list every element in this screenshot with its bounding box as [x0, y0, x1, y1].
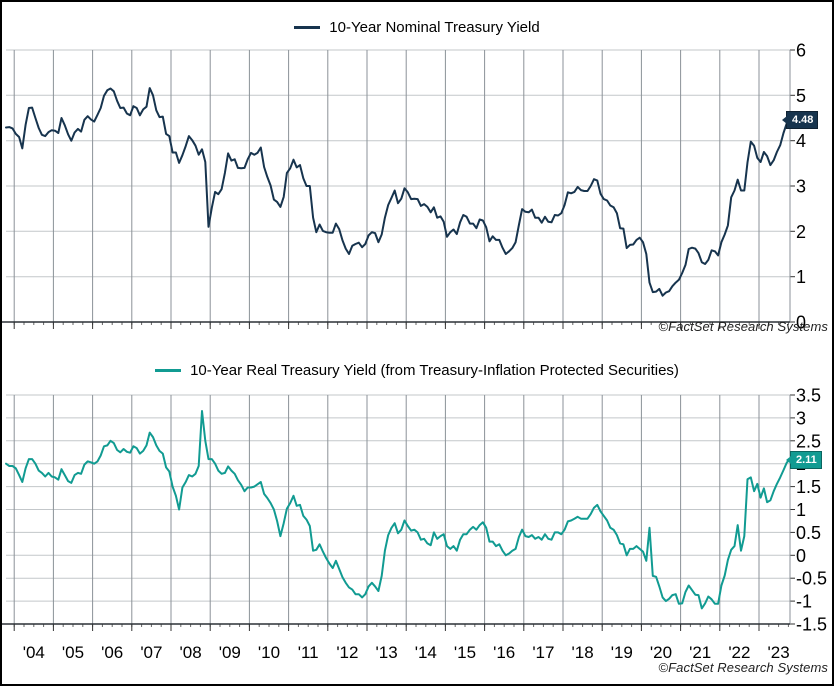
svg-text:'13: '13 — [376, 643, 398, 662]
legend-nominal-label: 10-Year Nominal Treasury Yield — [329, 18, 540, 36]
svg-text:'12: '12 — [336, 643, 358, 662]
svg-text:-1.5: -1.5 — [796, 615, 827, 635]
svg-text:3.5: 3.5 — [796, 386, 821, 406]
svg-text:5: 5 — [796, 86, 806, 106]
svg-text:'11: '11 — [298, 643, 319, 662]
svg-text:0: 0 — [796, 546, 806, 566]
svg-text:'07: '07 — [140, 643, 162, 662]
svg-text:4: 4 — [796, 131, 806, 151]
svg-text:-1: -1 — [796, 592, 812, 612]
svg-text:'19: '19 — [611, 643, 633, 662]
svg-text:1.5: 1.5 — [796, 477, 821, 497]
svg-text:3: 3 — [796, 177, 806, 197]
svg-text:'18: '18 — [572, 643, 594, 662]
svg-text:3: 3 — [796, 408, 806, 428]
svg-text:-0.5: -0.5 — [796, 569, 827, 589]
svg-text:'09: '09 — [219, 643, 241, 662]
svg-text:6: 6 — [796, 41, 806, 61]
svg-text:2.5: 2.5 — [796, 431, 821, 451]
svg-text:'05: '05 — [62, 643, 84, 662]
svg-text:1: 1 — [796, 267, 806, 287]
svg-text:1: 1 — [796, 500, 806, 520]
legend-nominal: 10-Year Nominal Treasury Yield — [2, 17, 832, 37]
svg-text:'14: '14 — [415, 643, 437, 662]
svg-text:'16: '16 — [493, 643, 515, 662]
svg-text:'06: '06 — [101, 643, 123, 662]
last-value-callout-real: 2.11 — [786, 451, 822, 469]
real-series-line-swatch — [155, 368, 182, 372]
legend-real: 10-Year Real Treasury Yield (from Treasu… — [2, 360, 832, 380]
last-value-callout-nominal: 4.48 — [781, 111, 819, 129]
attribution-bottom: ©FactSet Research Systems — [658, 660, 828, 675]
svg-text:'17: '17 — [532, 643, 554, 662]
svg-text:'15: '15 — [454, 643, 476, 662]
nominal-series-line-swatch — [294, 25, 321, 29]
svg-text:'04: '04 — [23, 643, 45, 662]
svg-text:0.5: 0.5 — [796, 523, 821, 543]
legend-real-label: 10-Year Real Treasury Yield (from Treasu… — [190, 361, 679, 379]
attribution-top: ©FactSet Research Systems — [658, 319, 828, 334]
svg-text:2: 2 — [796, 222, 806, 242]
svg-text:'10: '10 — [258, 643, 280, 662]
svg-text:'08: '08 — [180, 643, 202, 662]
